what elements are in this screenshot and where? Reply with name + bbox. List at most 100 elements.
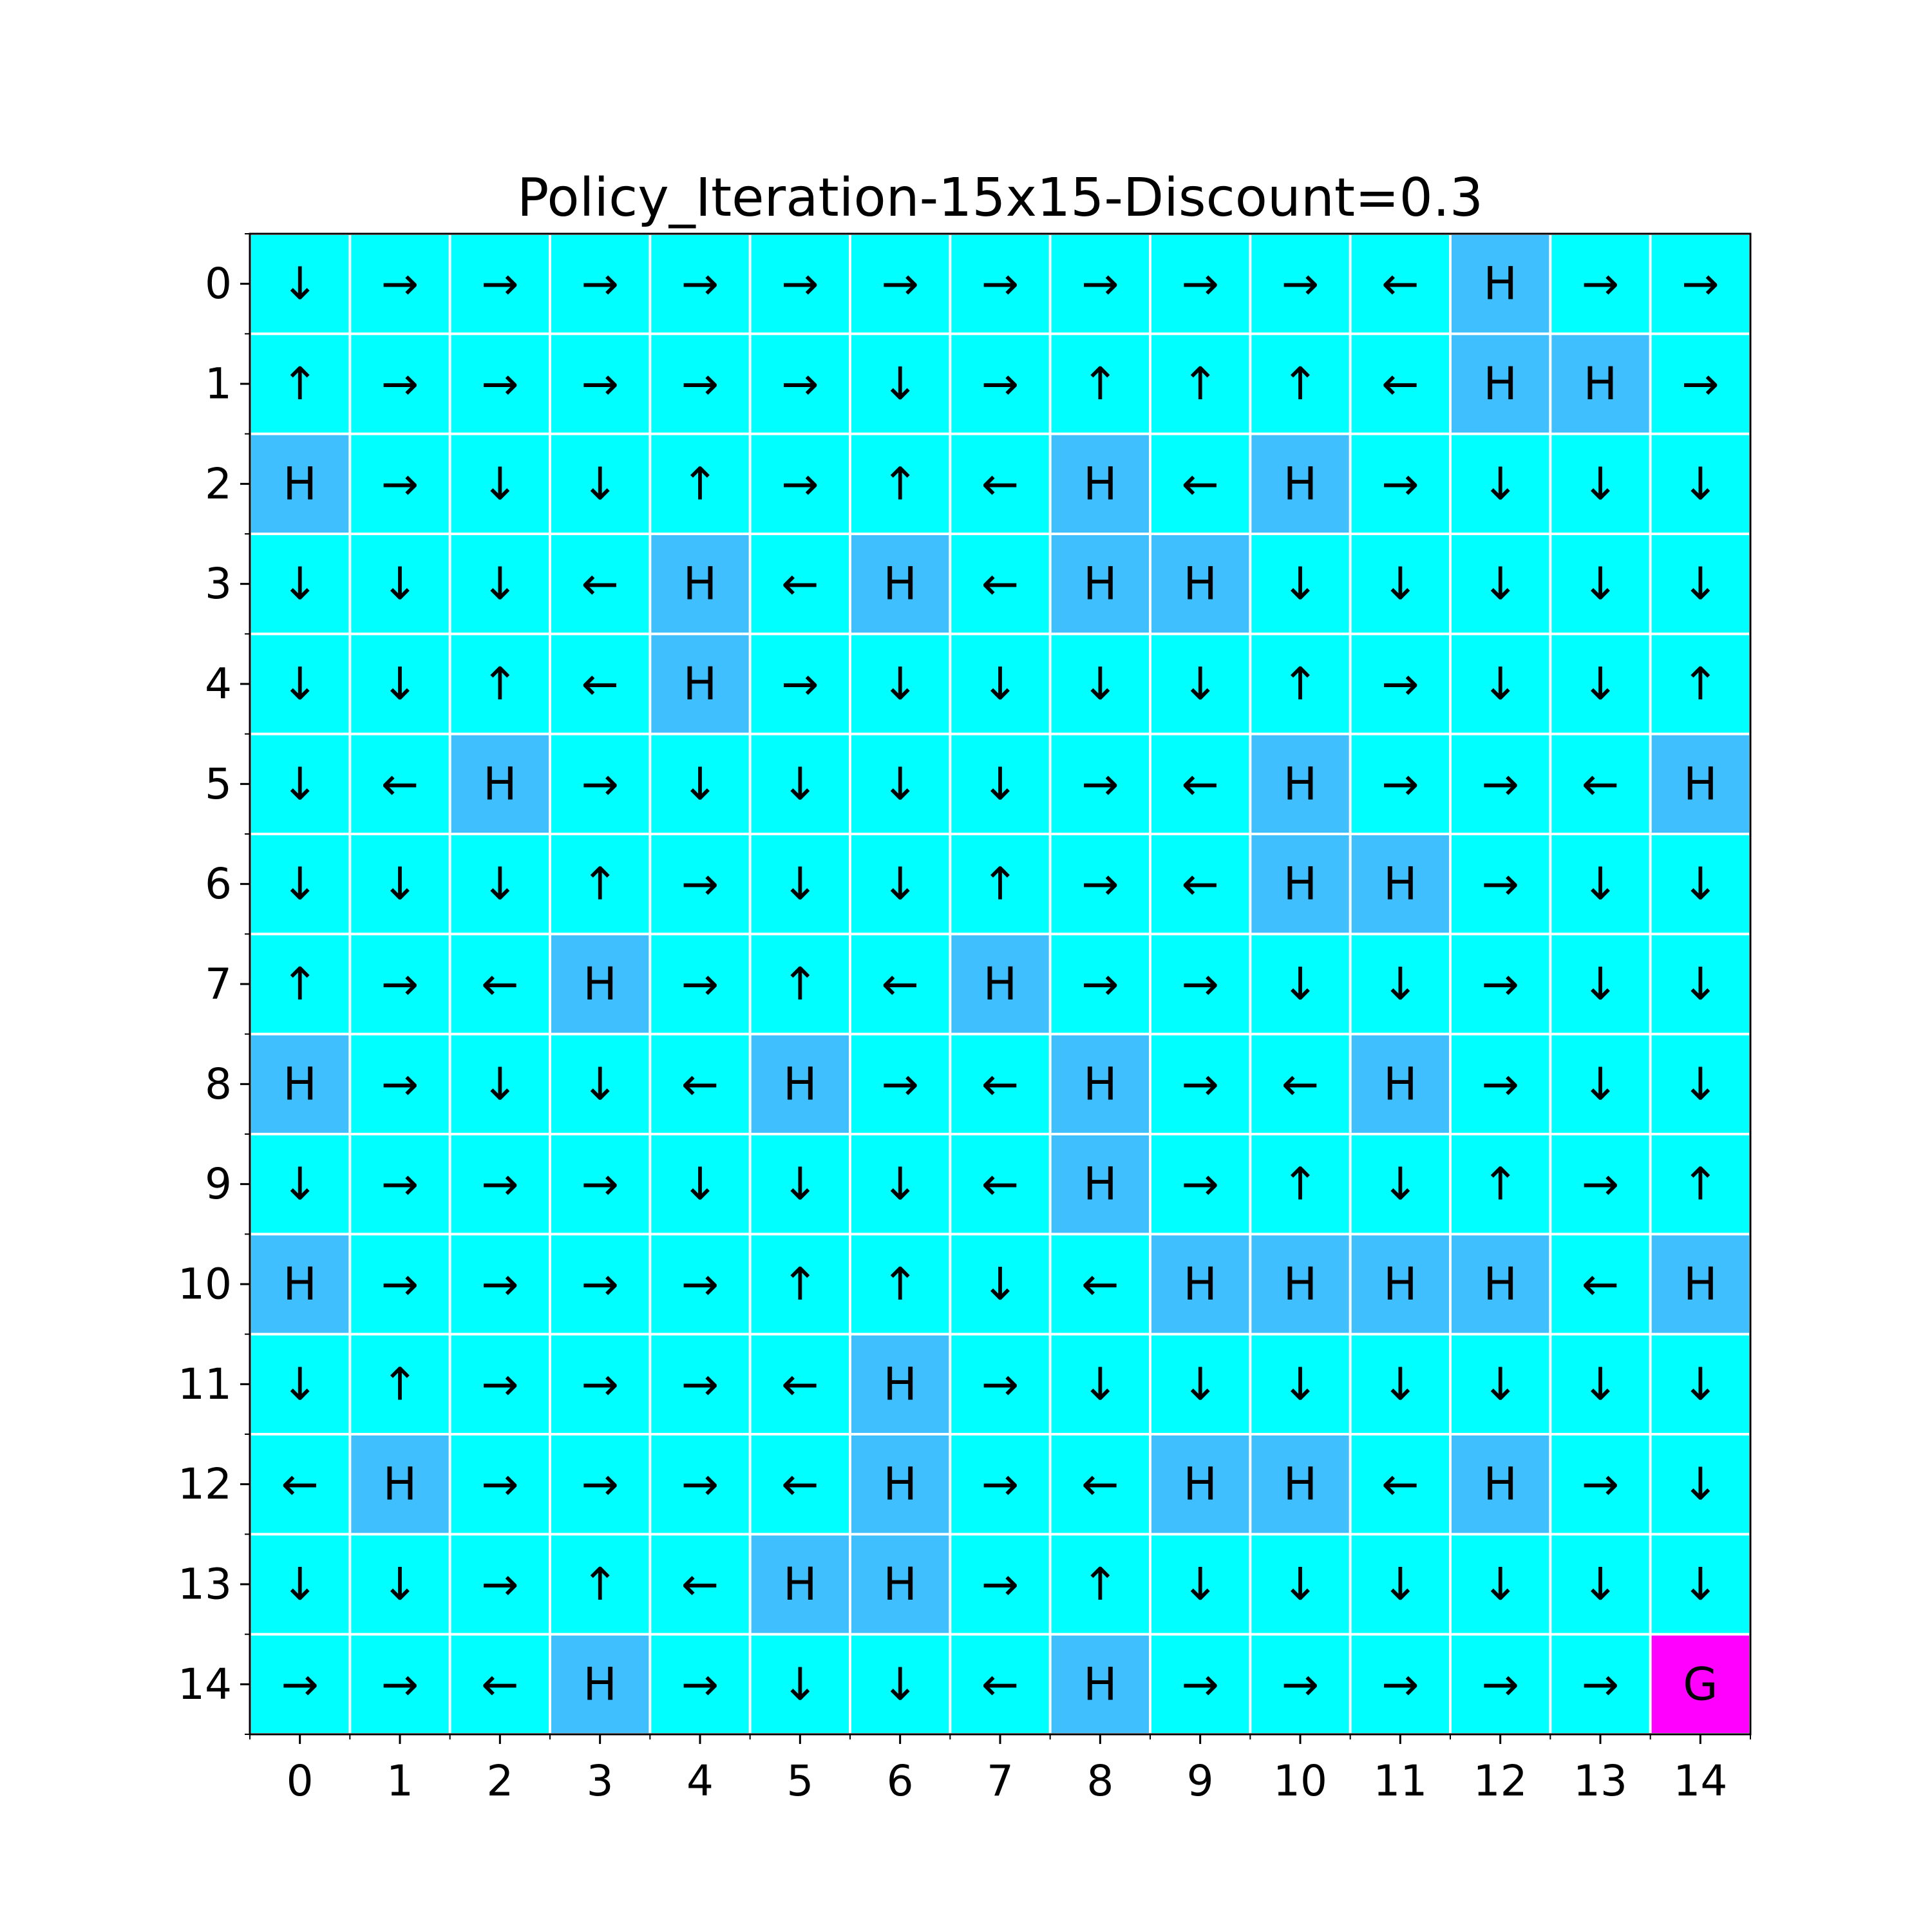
policy-arrow: ← <box>1381 1458 1419 1511</box>
policy-arrow: ↓ <box>281 558 319 611</box>
policy-arrow: ↑ <box>581 1558 619 1611</box>
policy-arrow: ↓ <box>1381 1558 1419 1611</box>
grid-cell-r9-c10 <box>1251 1135 1349 1233</box>
grid-cell-r0-c2 <box>451 235 549 333</box>
grid-cell-r4-c9 <box>1151 635 1249 733</box>
grid-cell-r0-c3 <box>551 235 649 333</box>
grid-cell-r8-c13 <box>1551 1035 1649 1133</box>
grid-cell-r0-c9 <box>1151 235 1249 333</box>
policy-arrow: ↓ <box>881 357 919 410</box>
policy-arrow: ↓ <box>381 858 419 911</box>
policy-arrow: ↑ <box>1282 1158 1320 1211</box>
hole-label: H <box>1083 457 1117 510</box>
grid-cell-r1-c8 <box>1051 335 1149 433</box>
policy-arrow: ↓ <box>781 1158 819 1211</box>
grid-cell-r5-c12 <box>1452 735 1549 833</box>
policy-arrow: ↓ <box>481 558 519 611</box>
grid-cell-r0-c4 <box>651 235 749 333</box>
grid-cell-r4-c0 <box>251 635 349 733</box>
grid-cell-r1-c5 <box>751 335 849 433</box>
grid-cell-r10-c1 <box>351 1235 449 1333</box>
hole-label: H <box>883 1558 917 1611</box>
policy-arrow: → <box>381 1658 419 1710</box>
policy-arrow: → <box>1282 258 1320 310</box>
y-tick-label: 12 <box>178 1459 232 1509</box>
grid-cell-r9-c13 <box>1551 1135 1649 1233</box>
policy-arrow: ← <box>781 558 819 611</box>
y-tick-label: 6 <box>205 859 232 909</box>
grid-cell-r6-c2 <box>451 835 549 933</box>
grid-cell-r11-c7 <box>951 1335 1049 1433</box>
grid-cell-r8-c9 <box>1151 1035 1249 1133</box>
grid-cell-r14-c9 <box>1151 1635 1249 1733</box>
grid-cell-r12-c0 <box>251 1435 349 1533</box>
policy-arrow: ↓ <box>1481 1358 1519 1410</box>
hole-label: H <box>1383 858 1417 911</box>
grid-cell-r8-c7 <box>951 1035 1049 1133</box>
policy-arrow: ← <box>581 558 619 611</box>
policy-arrow: ← <box>1582 1258 1620 1311</box>
grid-cell-r2-c9 <box>1151 435 1249 533</box>
grid-cell-r6-c0 <box>251 835 349 933</box>
grid-cell-r5-c11 <box>1351 735 1449 833</box>
policy-arrow: → <box>1381 658 1419 710</box>
grid-cell-r3-c14 <box>1651 535 1749 633</box>
policy-arrow: ↓ <box>1381 958 1419 1010</box>
policy-arrow: → <box>581 1158 619 1211</box>
policy-arrow: ↓ <box>281 258 319 310</box>
grid-cell-r1-c2 <box>451 335 549 433</box>
policy-arrow: ↑ <box>881 1258 919 1311</box>
y-tick-label: 2 <box>205 459 232 509</box>
grid-cell-r2-c6 <box>851 435 949 533</box>
grid-cell-r14-c11 <box>1351 1635 1449 1733</box>
grid-cell-r12-c14 <box>1651 1435 1749 1533</box>
x-tick-label: 7 <box>987 1756 1014 1806</box>
policy-arrow: ← <box>581 658 619 710</box>
grid-cell-r5-c2 <box>451 735 549 833</box>
grid-cell-r12-c7 <box>951 1435 1049 1533</box>
y-tick-label: 3 <box>205 559 232 609</box>
policy-arrow: ↓ <box>1481 558 1519 611</box>
grid-cell-r2-c0 <box>251 435 349 533</box>
policy-arrow: ← <box>981 1658 1019 1710</box>
policy-arrow: → <box>781 457 819 510</box>
x-tick-label: 11 <box>1373 1756 1427 1806</box>
policy-arrow: ↑ <box>681 457 719 510</box>
policy-arrow: ↓ <box>1582 958 1620 1010</box>
grid-cell-r12-c9 <box>1151 1435 1249 1533</box>
grid-cell-r14-c5 <box>751 1635 849 1733</box>
goal-label: G <box>1683 1658 1718 1710</box>
policy-arrow: ↓ <box>1582 1057 1620 1110</box>
grid-cell-r11-c1 <box>351 1335 449 1433</box>
policy-arrow: ↓ <box>1282 958 1320 1010</box>
policy-arrow: → <box>1081 757 1119 810</box>
grid-cell-r1-c0 <box>251 335 349 433</box>
grid-cell-r12-c1 <box>351 1435 449 1533</box>
grid-cell-r5-c5 <box>751 735 849 833</box>
grid-cell-r7-c3 <box>551 935 649 1033</box>
policy-arrow: → <box>981 1558 1019 1611</box>
hole-label: H <box>383 1458 417 1511</box>
policy-arrow: ← <box>1381 357 1419 410</box>
policy-arrow: ↓ <box>1282 1358 1320 1410</box>
policy-arrow: → <box>481 258 519 310</box>
policy-arrow: → <box>1481 858 1519 911</box>
grid-cell-r13-c4 <box>651 1535 749 1633</box>
policy-arrow: → <box>481 1158 519 1211</box>
grid-cell-r11-c3 <box>551 1335 649 1433</box>
y-tick-label: 1 <box>205 359 232 409</box>
grid-cell-r2-c12 <box>1452 435 1549 533</box>
grid-cell-r10-c10 <box>1251 1235 1349 1333</box>
policy-arrow: ↓ <box>281 658 319 710</box>
x-tick-label: 9 <box>1187 1756 1214 1806</box>
policy-arrow: → <box>681 858 719 911</box>
grid-cell-r0-c1 <box>351 235 449 333</box>
grid-cell-r11-c14 <box>1651 1335 1749 1433</box>
grid-cell-r8-c1 <box>351 1035 449 1133</box>
grid-cell-r13-c9 <box>1151 1535 1249 1633</box>
grid-cell-r3-c6 <box>851 535 949 633</box>
grid-cell-r14-c12 <box>1452 1635 1549 1733</box>
hole-label: H <box>1483 1458 1517 1511</box>
hole-label: H <box>1483 258 1517 310</box>
grid-cell-r0-c13 <box>1551 235 1649 333</box>
